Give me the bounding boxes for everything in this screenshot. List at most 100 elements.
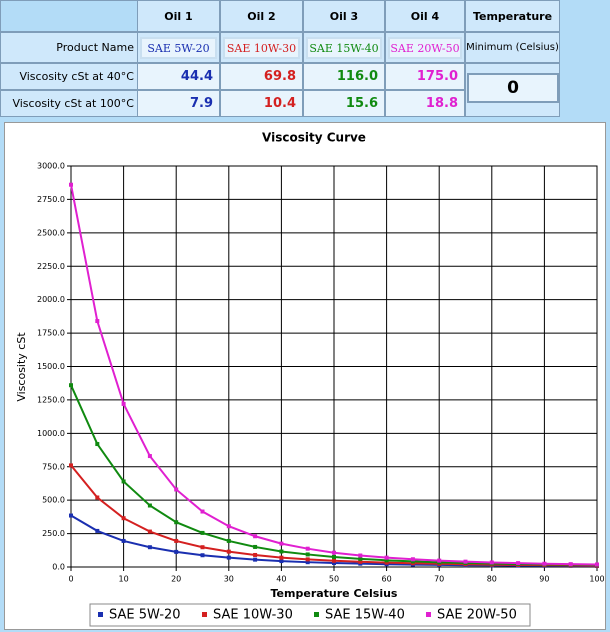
point (384, 558, 389, 563)
viscosity-40[interactable]: 69.8 (220, 63, 303, 90)
point (384, 560, 389, 565)
point (69, 513, 73, 518)
y-tick-label: 2750.0 (37, 195, 65, 204)
point (121, 538, 126, 543)
point (147, 454, 152, 459)
y-tick-label: 1750.0 (37, 329, 65, 338)
point (358, 553, 363, 558)
x-tick-label: 50 (329, 575, 339, 584)
row-label: Viscosity cSt at 40°C (0, 63, 138, 90)
legend-marker (426, 612, 431, 617)
point (332, 550, 336, 555)
point (568, 562, 573, 567)
point (305, 552, 310, 557)
point (200, 553, 205, 558)
point (542, 561, 547, 566)
point (95, 528, 100, 533)
product-input[interactable]: SAE 15W-40 (306, 37, 382, 59)
point (358, 556, 363, 561)
x-tick-label: 20 (171, 575, 181, 584)
point (147, 545, 152, 550)
x-tick-label: 40 (276, 575, 286, 584)
point (226, 524, 231, 529)
point (437, 558, 442, 563)
point (121, 401, 126, 406)
y-tick-label: 750.0 (42, 462, 65, 471)
point (95, 495, 100, 500)
y-tick-label: 1500.0 (37, 362, 65, 371)
point (121, 479, 126, 484)
corner (0, 0, 138, 32)
point (226, 555, 231, 560)
point (200, 545, 205, 550)
point (121, 516, 126, 521)
point (174, 549, 179, 554)
point (174, 538, 179, 543)
point (305, 546, 310, 551)
x-tick-label: 70 (434, 575, 444, 584)
y-tick-label: 0.0 (52, 563, 65, 572)
point (410, 559, 415, 564)
y-tick-label: 1250.0 (37, 395, 65, 404)
point (69, 383, 73, 388)
row-label: Product Name (0, 32, 138, 63)
point (358, 559, 363, 564)
point (253, 544, 258, 549)
legend-box (89, 603, 531, 627)
legend-marker (314, 612, 319, 617)
viscosity-100[interactable]: 18.8 (385, 90, 465, 117)
y-tick-label: 1000.0 (37, 429, 65, 438)
y-tick-label: 2000.0 (37, 295, 65, 304)
point (226, 538, 231, 543)
y-tick-label: 3000.0 (37, 162, 65, 171)
product-input[interactable]: SAE 20W-50 (388, 37, 462, 59)
header: Oil 1 (137, 0, 220, 32)
viscosity-40[interactable]: 175.0 (385, 63, 465, 90)
point (253, 534, 258, 539)
point (226, 549, 231, 554)
point (305, 557, 310, 562)
x-tick-label: 80 (487, 575, 497, 584)
point (95, 319, 100, 324)
header: Temperature (465, 0, 560, 32)
temperature-input[interactable]: 0 (467, 73, 559, 103)
chart-title: Viscosity Curve (262, 131, 366, 145)
x-tick-label: 90 (539, 575, 549, 584)
legend-label: SAE 10W-30 (213, 608, 293, 623)
product-input[interactable]: SAE 10W-30 (223, 37, 300, 59)
header: Oil 4 (385, 0, 465, 32)
point (332, 560, 336, 565)
point (95, 442, 100, 447)
legend-label: SAE 15W-40 (325, 608, 405, 623)
viscosity-100[interactable]: 7.9 (137, 90, 220, 117)
y-tick-label: 2500.0 (37, 228, 65, 237)
x-tick-label: 30 (224, 575, 234, 584)
y-tick-label: 250.0 (42, 529, 65, 538)
x-tick-label: 60 (382, 575, 392, 584)
point (279, 549, 284, 554)
point (279, 559, 284, 564)
point (332, 554, 336, 559)
x-axis-title: Temperature Celsius (271, 587, 398, 600)
point (200, 509, 205, 514)
legend-label: SAE 5W-20 (109, 608, 181, 623)
header: Oil 2 (220, 0, 303, 32)
point (147, 529, 152, 534)
legend-marker (202, 612, 207, 617)
viscosity-100[interactable]: 15.6 (303, 90, 385, 117)
legend-label: SAE 20W-50 (437, 608, 517, 623)
point (174, 487, 179, 492)
legend-marker (98, 612, 103, 617)
viscosity-40[interactable]: 44.4 (137, 63, 220, 90)
product-input[interactable]: SAE 5W-20 (140, 37, 217, 59)
viscosity-100[interactable]: 10.4 (220, 90, 303, 117)
viscosity-40[interactable]: 116.0 (303, 63, 385, 90)
point (516, 561, 521, 566)
point (463, 559, 468, 564)
x-tick-label: 100 (589, 575, 604, 584)
point (410, 557, 415, 562)
point (595, 562, 599, 567)
x-tick-label: 10 (119, 575, 129, 584)
